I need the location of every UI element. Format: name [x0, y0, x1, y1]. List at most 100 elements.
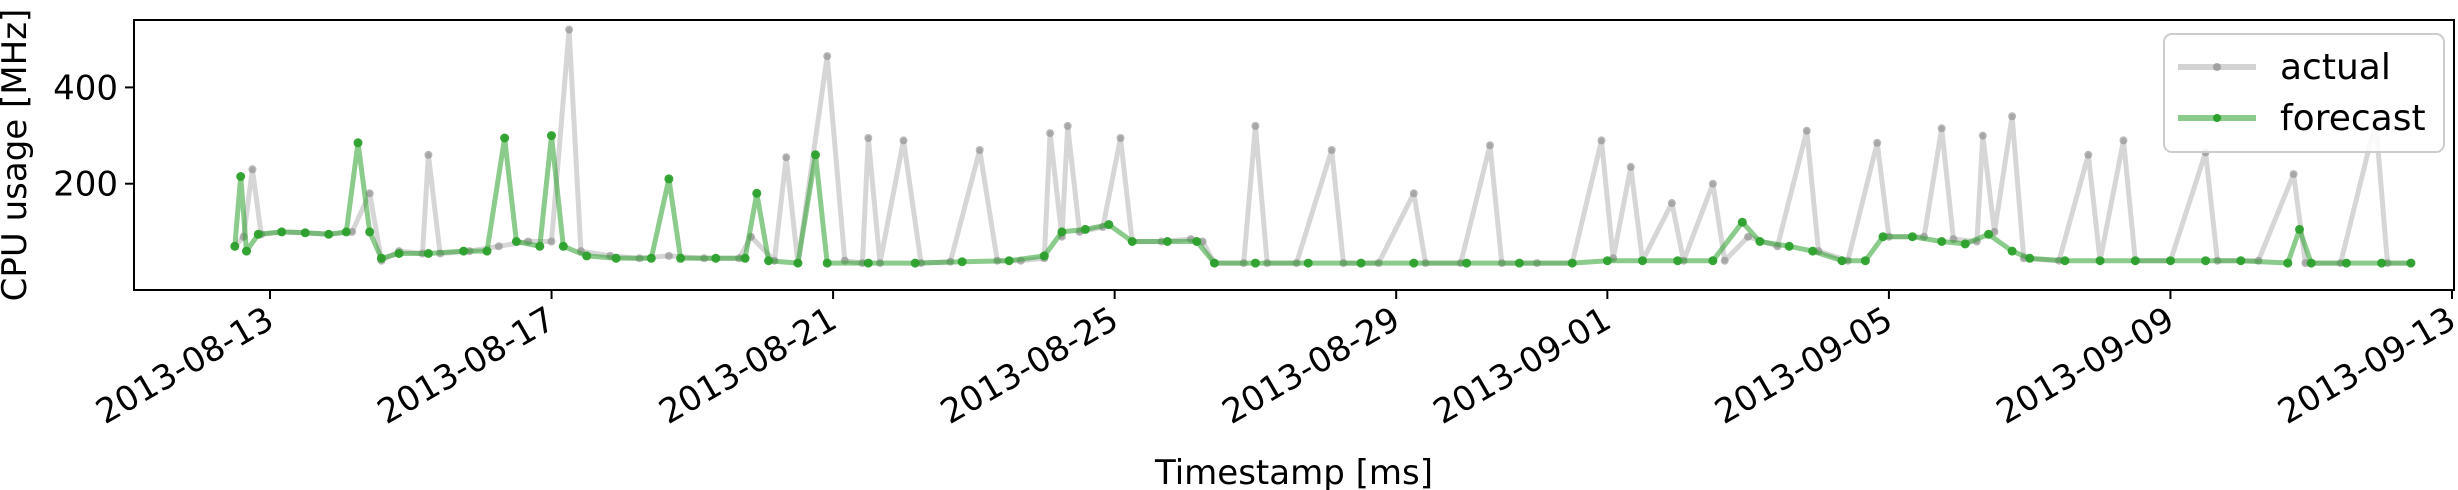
data-point-forecast: [1356, 258, 1366, 268]
data-point-actual: [1978, 131, 1987, 140]
data-point-forecast: [2377, 258, 2387, 268]
y-axis: 200 400: [53, 68, 134, 205]
data-point-actual: [823, 52, 832, 61]
data-point-forecast: [2306, 258, 2316, 268]
data-point-forecast: [2060, 256, 2070, 266]
legend-forecast-marker: [2213, 114, 2221, 122]
data-point-forecast: [711, 253, 721, 263]
data-point-forecast: [611, 253, 621, 263]
series-forecast: [230, 131, 2416, 268]
data-point-forecast: [1602, 256, 1612, 266]
x-tick-label: 2013-09-05: [1708, 299, 1899, 432]
data-point-forecast: [957, 257, 967, 267]
data-point-forecast: [910, 258, 920, 268]
x-tick-label: 2013-08-17: [371, 299, 562, 432]
data-point-forecast: [1192, 237, 1202, 246]
data-point-forecast: [2236, 256, 2246, 266]
x-axis: 2013-08-13 2013-08-17 2013-08-21 2013-08-25…: [89, 290, 2458, 433]
data-point-actual: [1937, 124, 1946, 133]
data-point-forecast: [394, 249, 404, 258]
data-point-actual: [782, 153, 791, 162]
data-point-forecast: [2025, 253, 2035, 263]
data-point-forecast: [1984, 229, 1994, 239]
data-point-forecast: [1837, 256, 1847, 266]
data-point-forecast: [863, 258, 873, 268]
data-point-actual: [975, 146, 984, 154]
data-point-forecast: [1937, 237, 1947, 246]
data-point-forecast: [1755, 237, 1765, 246]
data-point-forecast: [1737, 217, 1747, 227]
data-point-actual: [1667, 199, 1676, 207]
data-point-actual: [1251, 121, 1260, 130]
data-point-actual: [2008, 112, 2017, 121]
data-point-actual: [565, 25, 574, 34]
data-point-actual: [1116, 134, 1125, 142]
legend-forecast-label: forecast: [2280, 98, 2426, 139]
data-point-forecast: [230, 241, 240, 251]
data-point-forecast: [1860, 256, 1870, 266]
data-point-forecast: [236, 172, 246, 181]
data-point-forecast: [2130, 256, 2140, 266]
data-point-actual: [664, 251, 673, 260]
data-point-actual: [365, 189, 374, 198]
plot-frame: [133, 19, 2455, 291]
y-tick-label: 400: [53, 68, 118, 108]
x-tick-label: 2013-08-21: [652, 299, 843, 432]
data-point-actual: [1597, 136, 1606, 145]
data-point-actual: [547, 237, 556, 246]
data-point-forecast: [1808, 246, 1818, 256]
data-point-actual: [1327, 146, 1336, 154]
series-layer: [230, 25, 2416, 268]
data-point-forecast: [1004, 256, 1014, 266]
data-point-forecast: [822, 258, 832, 268]
data-point-forecast: [1162, 237, 1172, 246]
data-point-forecast: [558, 241, 568, 251]
data-point-forecast: [1673, 256, 1683, 266]
x-tick-label: 2013-09-01: [1427, 299, 1618, 432]
data-point-forecast: [646, 253, 656, 263]
data-point-forecast: [300, 228, 310, 238]
data-point-forecast: [582, 251, 592, 261]
legend-actual-label: actual: [2280, 47, 2391, 88]
data-point-forecast: [423, 249, 433, 258]
x-tick-label: 2013-08-13: [89, 299, 280, 432]
data-point-forecast: [482, 246, 492, 256]
data-point-actual: [1063, 121, 1072, 130]
y-axis-title: CPU usage [MHz]: [0, 9, 35, 302]
data-point-actual: [1409, 189, 1418, 198]
data-point-actual: [864, 134, 873, 142]
data-point-forecast: [2283, 258, 2293, 268]
data-point-forecast: [324, 229, 334, 239]
data-point-forecast: [2341, 258, 2351, 268]
data-point-forecast: [1907, 232, 1917, 242]
data-point-forecast: [764, 256, 774, 266]
data-point-actual: [2289, 170, 2298, 179]
data-point-forecast: [1514, 258, 1524, 268]
data-point-forecast: [376, 253, 386, 263]
legend-actual-marker: [2213, 63, 2221, 71]
data-point-forecast: [1080, 224, 1090, 234]
data-point-forecast: [1209, 258, 1219, 268]
y-tick-label: 200: [53, 165, 118, 205]
x-tick-label: 2013-08-25: [934, 299, 1125, 432]
data-point-forecast: [1104, 220, 1114, 230]
data-point-actual: [424, 150, 433, 159]
data-point-forecast: [2406, 258, 2416, 268]
data-point-forecast: [740, 253, 750, 263]
x-tick-label: 2013-09-13: [2271, 299, 2458, 432]
data-point-forecast: [2095, 256, 2105, 266]
data-point-forecast: [664, 174, 674, 184]
data-point-forecast: [793, 258, 803, 268]
x-tick-label: 2013-09-09: [1990, 299, 2181, 432]
data-point-actual: [2119, 136, 2128, 145]
data-point-forecast: [1039, 251, 1049, 261]
data-point-forecast: [365, 227, 375, 237]
data-point-forecast: [500, 133, 510, 143]
data-point-forecast: [1303, 258, 1313, 268]
data-point-forecast: [242, 246, 251, 256]
data-point-actual: [1873, 138, 1882, 147]
data-point-actual: [1744, 232, 1753, 241]
data-point-forecast: [535, 241, 545, 251]
